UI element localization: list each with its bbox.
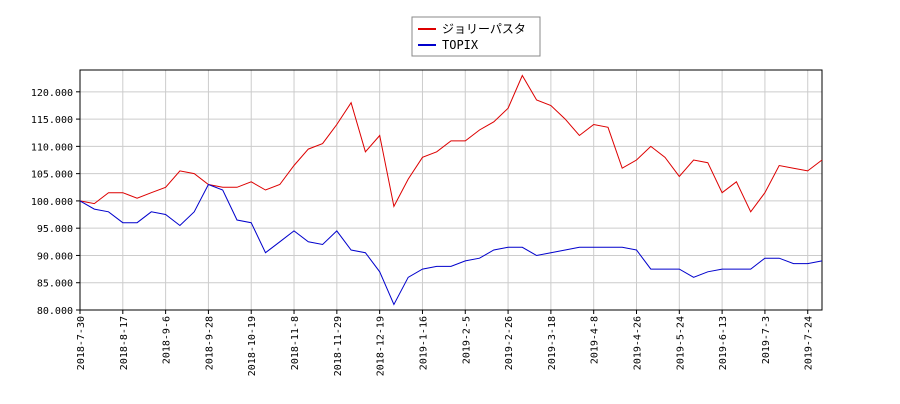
x-tick-label: 2019-7-24 xyxy=(804,316,815,370)
legend-label: TOPIX xyxy=(442,38,479,52)
x-tick-label: 2019-2-5 xyxy=(461,316,472,364)
y-tick-label: 100.000 xyxy=(31,197,73,208)
y-tick-label: 115.000 xyxy=(31,115,73,126)
x-tick-label: 2019-1-16 xyxy=(418,316,429,370)
x-tick-label: 2018-9-6 xyxy=(162,316,173,364)
x-tick-label: 2018-11-29 xyxy=(333,316,344,376)
legend-box xyxy=(411,16,541,57)
x-tick-label: 2018-10-19 xyxy=(247,316,258,376)
x-tick-label: 2018-7-30 xyxy=(76,316,87,370)
legend: ジョリーパスタ TOPIX xyxy=(418,22,526,52)
x-tick-label: 2018-12-19 xyxy=(376,316,387,376)
x-tick-label: 2019-3-18 xyxy=(547,316,558,370)
x-tick-label: 2019-4-26 xyxy=(633,316,644,370)
x-tick-label: 2019-7-3 xyxy=(761,316,772,364)
y-tick-label: 110.000 xyxy=(31,142,73,153)
y-tick-label: 80.000 xyxy=(37,306,73,317)
y-tick-label: 90.000 xyxy=(37,251,73,262)
x-tick-label: 2019-4-8 xyxy=(590,316,601,364)
y-tick-label: 105.000 xyxy=(31,170,73,181)
x-tick-label: 2018-8-17 xyxy=(119,316,130,370)
x-tick-label: 2018-11-8 xyxy=(290,316,301,370)
y-tick-label: 120.000 xyxy=(31,88,73,99)
series-line xyxy=(79,74,823,213)
plot-frame xyxy=(79,69,823,311)
x-tick-label: 2019-6-13 xyxy=(718,316,729,370)
series-line xyxy=(79,183,823,306)
legend-label: ジョリーパスタ xyxy=(442,22,526,36)
y-tick-label: 85.000 xyxy=(37,279,73,290)
x-tick-label: 2019-5-24 xyxy=(675,316,686,370)
x-tick-label: 2018-9-28 xyxy=(204,316,215,370)
y-tick-label: 95.000 xyxy=(37,224,73,235)
x-tick-label: 2019-2-26 xyxy=(504,316,515,370)
